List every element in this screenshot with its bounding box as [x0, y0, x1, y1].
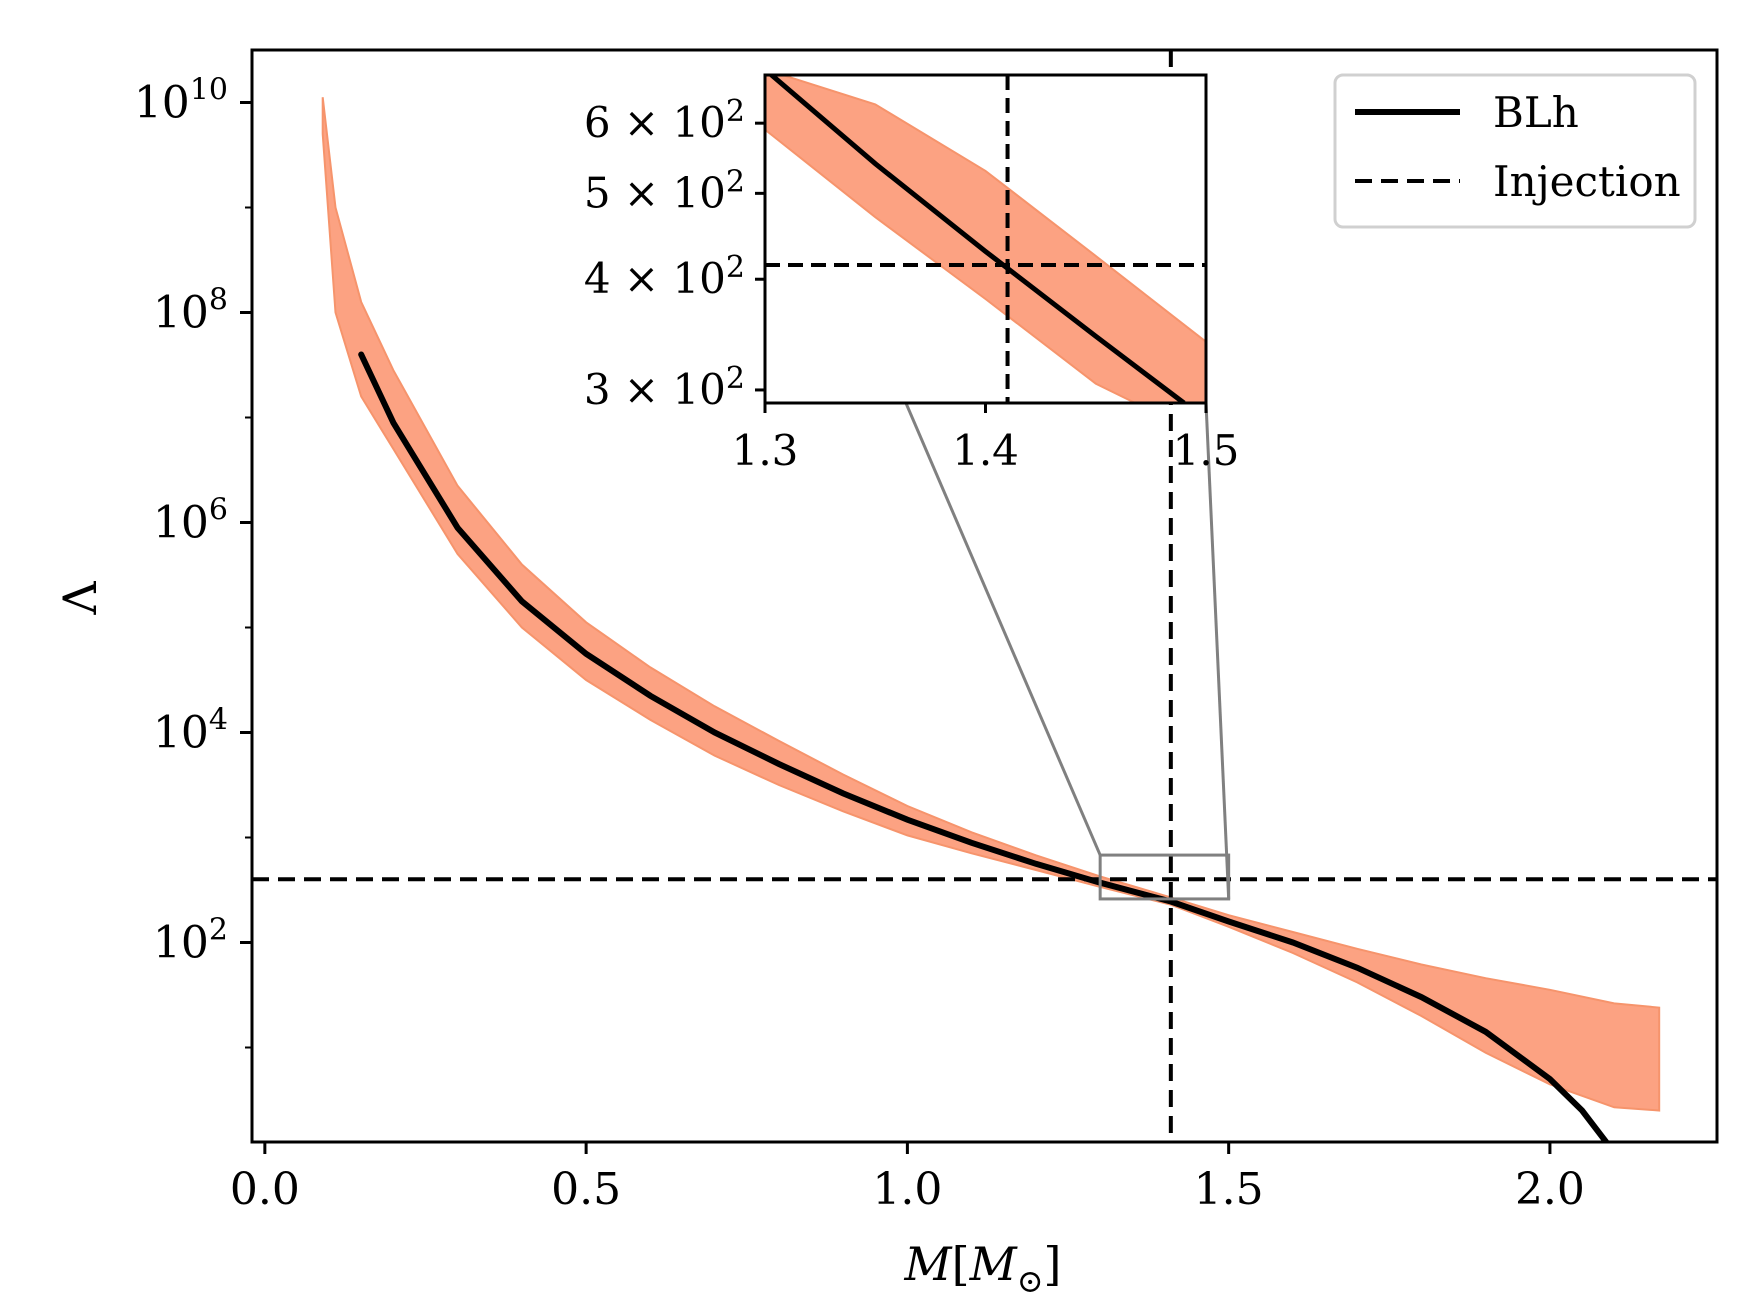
zoom-connector-right: [1204, 402, 1231, 899]
y-tick-label: 102: [153, 913, 228, 969]
blh-curve: [358, 351, 1610, 1142]
y-tick-label: 104: [153, 703, 228, 759]
x-axis-title: M[M⊙]: [904, 1237, 1062, 1300]
legend: BLh Injection: [1333, 73, 1697, 229]
y-axis-title: Λ: [53, 581, 107, 616]
inset-uncertainty-band: [765, 75, 1206, 403]
inset-y-tick-label: 3 × 102: [584, 361, 745, 414]
inset-y-tick-label: 5 × 102: [584, 164, 745, 217]
x-tick-label: 0.5: [551, 1164, 621, 1215]
inset-zoom-plot: 1.3 1.4 1.5 3 × 102 4 × 102 5 × 102 6 × 102: [584, 73, 1240, 475]
x-axis: 0.0 0.5 1.0 1.5 2.0: [230, 1142, 1585, 1215]
y-axis: 102 104 106 108 1010: [134, 73, 252, 1049]
inset-y-tick-label: 6 × 102: [584, 94, 745, 147]
legend-label-injection: Injection: [1493, 157, 1681, 206]
x-tick-label: 2.0: [1515, 1164, 1585, 1215]
y-tick-label: 108: [153, 283, 228, 339]
inset-y-axis: 3 × 102 4 × 102 5 × 102 6 × 102: [584, 94, 765, 414]
x-tick-label: 1.0: [872, 1164, 942, 1215]
inset-blh-curve: [767, 75, 1186, 403]
inset-x-axis: 1.3 1.4 1.5: [732, 403, 1240, 475]
inset-x-tick-label: 1.4: [952, 426, 1019, 475]
y-tick-label: 1010: [134, 73, 228, 129]
main-plot-frame: [250, 48, 1719, 1144]
inset-y-tick-label: 4 × 102: [584, 250, 745, 303]
y-tick-label: 106: [153, 493, 228, 549]
x-tick-label: 1.5: [1194, 1164, 1264, 1215]
inset-x-tick-label: 1.5: [1173, 426, 1240, 475]
legend-label-blh: BLh: [1493, 88, 1579, 137]
inset-x-tick-label: 1.3: [732, 426, 799, 475]
uncertainty-band: [321, 97, 1661, 1112]
x-tick-label: 0.0: [230, 1164, 300, 1215]
